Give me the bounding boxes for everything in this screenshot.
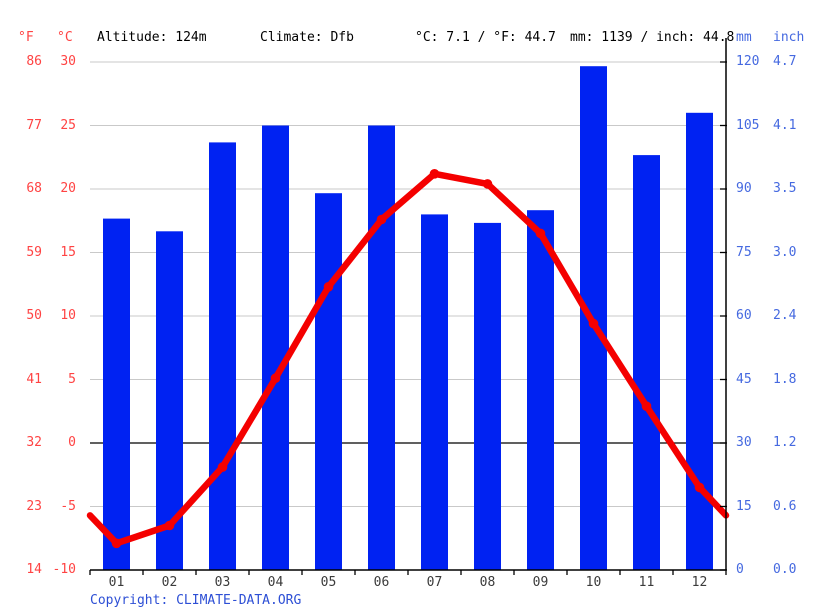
y-tick-inch: 3.5 (773, 181, 797, 196)
y-tick-celsius: 30 (60, 54, 76, 69)
y-tick-celsius: 15 (60, 244, 76, 260)
climate-data-org-link[interactable]: CLIMATE-DATA.ORG (176, 593, 302, 608)
precipitation-bar-05 (315, 193, 342, 570)
y-tick-celsius: 25 (60, 117, 76, 133)
y-tick-fahrenheit: 32 (26, 435, 42, 450)
precipitation-bar-07 (421, 214, 448, 570)
temperature-point-02 (164, 520, 175, 531)
temperature-point-03 (217, 462, 228, 472)
x-tick-month-04: 04 (267, 575, 284, 590)
left-axis-unit-celsius: °C (57, 30, 73, 45)
y-tick-fahrenheit: 86 (26, 54, 42, 69)
x-tick-month-06: 06 (373, 575, 390, 590)
y-tick-mm: 60 (736, 308, 752, 323)
y-tick-fahrenheit: 14 (26, 562, 42, 577)
annual-precipitation-label: mm: 1139 / inch: 44.8 (570, 30, 735, 45)
y-tick-celsius: -5 (60, 498, 76, 514)
precipitation-bar-08 (474, 222, 501, 570)
temperature-point-08 (482, 179, 493, 189)
y-tick-inch: 0.0 (773, 562, 797, 577)
temperature-point-11 (641, 401, 652, 412)
temperature-point-05 (323, 282, 334, 292)
y-tick-mm: 15 (736, 498, 752, 514)
y-tick-celsius: -10 (52, 562, 76, 577)
y-tick-inch: 1.8 (773, 371, 797, 387)
average-temperature-label: °C: 7.1 / °F: 44.7 (415, 30, 556, 45)
temperature-point-06 (376, 214, 387, 225)
x-tick-month-01: 01 (108, 575, 125, 590)
precipitation-bar-01 (103, 218, 130, 570)
temperature-point-04 (270, 373, 281, 384)
y-tick-fahrenheit: 50 (26, 308, 42, 323)
y-tick-fahrenheit: 68 (26, 181, 42, 196)
y-tick-fahrenheit: 77 (26, 117, 42, 133)
temperature-point-12 (694, 482, 705, 493)
precipitation-bar-03 (209, 142, 236, 570)
x-tick-month-11: 11 (638, 575, 655, 590)
y-tick-inch: 0.6 (773, 498, 797, 514)
y-tick-fahrenheit: 41 (26, 371, 42, 387)
y-tick-mm: 90 (736, 181, 752, 196)
x-tick-month-03: 03 (214, 575, 231, 590)
right-axis-unit-mm: mm (736, 30, 752, 45)
x-tick-month-10: 10 (585, 575, 602, 590)
y-tick-celsius: 10 (60, 308, 76, 323)
y-tick-inch: 3.0 (773, 244, 797, 260)
precipitation-bar-09 (527, 210, 554, 570)
y-tick-mm: 120 (736, 54, 760, 69)
temperature-point-01 (111, 538, 122, 549)
y-tick-fahrenheit: 23 (26, 498, 42, 514)
altitude-label: Altitude: 124m (97, 30, 207, 45)
left-axis-unit-fahrenheit: °F (18, 30, 34, 45)
x-tick-month-12: 12 (691, 575, 708, 590)
y-tick-inch: 4.1 (773, 117, 797, 133)
x-tick-month-08: 08 (479, 575, 496, 590)
x-tick-month-02: 02 (161, 575, 178, 590)
temperature-point-10 (588, 318, 599, 329)
x-tick-month-07: 07 (426, 575, 443, 590)
y-tick-fahrenheit: 59 (26, 244, 42, 260)
right-axis-unit-inch: inch (773, 30, 805, 45)
climate-classification-label: Climate: Dfb (260, 30, 354, 45)
y-tick-inch: 1.2 (773, 435, 797, 450)
temperature-point-09 (535, 228, 546, 239)
temperature-line (86, 170, 730, 547)
y-tick-mm: 75 (736, 244, 752, 260)
y-tick-mm: 0 (736, 562, 744, 577)
y-tick-mm: 45 (736, 371, 752, 387)
y-tick-celsius: 0 (68, 435, 76, 450)
y-tick-celsius: 20 (60, 181, 76, 196)
temperature-point-07 (429, 169, 440, 179)
y-tick-inch: 2.4 (773, 308, 797, 323)
y-tick-inch: 4.7 (773, 54, 797, 69)
y-tick-celsius: 5 (68, 371, 76, 387)
precipitation-bar-11 (633, 155, 660, 570)
precipitation-bar-04 (262, 125, 289, 570)
y-tick-mm: 30 (736, 435, 752, 450)
y-tick-mm: 105 (736, 117, 760, 133)
precipitation-bar-06 (368, 125, 395, 570)
x-tick-month-09: 09 (532, 575, 549, 590)
copyright-label: Copyright: (90, 593, 177, 608)
x-tick-month-05: 05 (320, 575, 337, 590)
copyright: Copyright: CLIMATE-DATA.ORG (90, 593, 301, 608)
